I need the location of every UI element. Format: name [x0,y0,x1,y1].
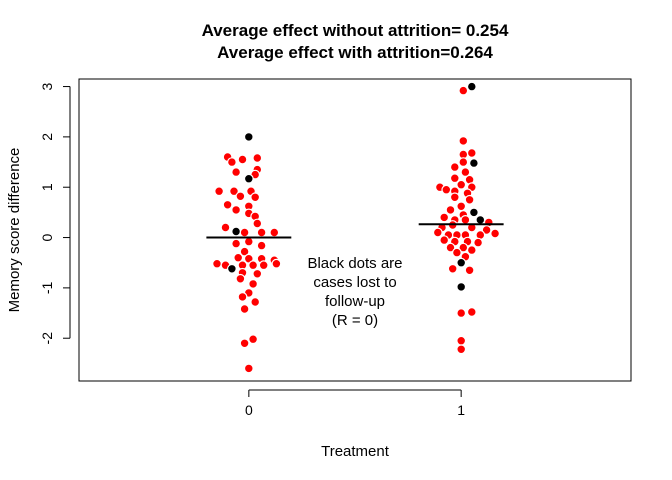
y-tick-label: -2 [39,332,55,345]
x-axis-title: Treatment [321,443,390,460]
data-point [449,173,460,184]
data-point-lost [469,207,479,218]
annotation-line-4: (R = 0) [332,312,378,329]
data-point [220,222,231,233]
annotation-line-3: follow-up [325,293,385,310]
data-point [237,154,248,165]
y-axis: -2 -1 0 1 2 3 [39,82,71,345]
data-point-lost [243,131,254,142]
data-point [441,184,452,195]
data-point [243,236,254,247]
data-point [258,260,269,271]
data-point [231,204,242,215]
data-point [239,227,250,238]
data-point [235,273,246,284]
data-point [456,179,467,190]
data-point [445,204,456,215]
data-point [226,157,237,168]
data-point [456,201,467,212]
data-point-lost [231,226,242,237]
x-tick-label: 1 [457,402,465,418]
data-point [212,258,222,269]
data-point [456,335,467,346]
annotation-line-1: Black dots are [307,255,402,272]
data-point [235,191,246,202]
annotation-line-2: cases lost to [313,274,396,291]
data-point [222,199,233,210]
y-tick-label: 2 [39,133,55,141]
data-point-lost [466,81,477,92]
data-point-lost [475,214,486,225]
data-point [439,235,450,246]
data-point [239,304,250,314]
data-point-lost [226,263,237,274]
data-point [464,194,475,205]
data-point [239,338,250,349]
chart-title-line-1: Average effect without attrition= 0.254 [202,21,509,40]
y-tick-label: 0 [39,233,55,241]
data-point [464,265,475,276]
data-points [212,81,501,374]
y-axis-title: Memory score difference [6,148,23,313]
data-point [269,227,280,238]
plot-frame [78,78,632,382]
x-tick-label: 0 [245,402,253,418]
data-point [449,162,460,173]
y-tick-label: 3 [39,82,55,90]
data-point [248,260,259,271]
data-point [458,135,469,146]
data-point [229,186,239,197]
data-point [256,227,267,238]
data-point [449,192,460,203]
data-point [460,214,471,225]
data-point [256,240,267,251]
data-point [252,153,263,163]
data-point [466,148,477,158]
data-point [233,252,244,263]
data-point [271,258,282,269]
data-point [447,263,458,274]
y-tick-label: -1 [39,281,55,294]
group-mean-lines [206,223,504,239]
data-point [456,344,467,355]
data-point [250,192,261,203]
data-point-lost [456,257,467,268]
data-point [466,222,477,233]
data-point [458,85,469,96]
data-point-lost [456,282,467,292]
data-point [473,237,484,248]
data-point [248,334,259,345]
data-point [248,279,259,289]
data-point [456,308,467,319]
data-point [231,167,242,178]
data-point-lost [243,173,254,184]
data-point [239,246,250,257]
data-point [250,297,261,307]
data-point [466,307,477,317]
data-point [237,292,248,302]
data-point [460,167,471,178]
data-point [432,227,443,238]
data-point [231,238,242,249]
data-point [252,268,263,279]
data-point [490,228,501,239]
data-point [481,225,492,235]
data-point [252,218,263,229]
chart-title-line-2: Average effect with attrition=0.264 [217,43,493,62]
data-point-lost [469,158,479,169]
data-point [445,242,456,253]
data-point [452,247,462,258]
data-point [243,363,254,374]
data-point [439,212,450,223]
data-point [466,245,477,256]
y-tick-label: 1 [39,183,55,191]
data-point [214,186,225,197]
data-point [458,157,469,168]
